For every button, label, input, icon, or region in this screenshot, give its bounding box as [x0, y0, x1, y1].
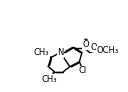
Text: N: N: [57, 48, 64, 57]
Text: CH₃: CH₃: [34, 48, 49, 57]
Text: O: O: [83, 40, 89, 49]
Text: OCH₃: OCH₃: [97, 46, 119, 55]
Text: Cl: Cl: [79, 66, 87, 75]
Text: CH₃: CH₃: [42, 75, 57, 84]
Text: O: O: [90, 43, 97, 52]
